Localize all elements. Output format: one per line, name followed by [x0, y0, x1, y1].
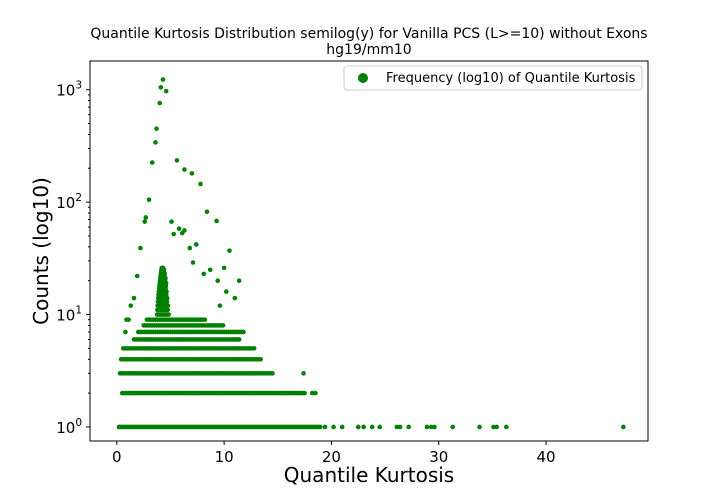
legend-box	[343, 65, 643, 91]
scatter-point	[154, 126, 159, 131]
scatter-point	[236, 278, 242, 283]
x-tick-label: 10	[215, 448, 234, 466]
scatter-point	[143, 215, 149, 220]
scatter-point	[214, 218, 219, 224]
scatter-point	[202, 317, 208, 322]
scatter-point	[241, 329, 246, 335]
scatter-point	[309, 390, 315, 396]
y-tick-label: 101	[56, 305, 82, 325]
scatter-point	[220, 323, 226, 328]
scatter-point	[165, 303, 171, 308]
scatter-point	[477, 424, 482, 430]
scatter-point	[227, 248, 232, 253]
y-axis-ticks: 100 101 102 103	[56, 80, 90, 437]
scatter-point	[450, 424, 456, 430]
scatter-point	[397, 424, 403, 430]
scatter-point	[169, 219, 174, 224]
scatter-point	[126, 317, 131, 322]
scatter-point	[217, 303, 223, 308]
scatter-point	[322, 424, 328, 430]
scatter-point	[166, 312, 171, 317]
scatter-point	[317, 424, 323, 430]
scatter-point	[236, 337, 242, 342]
legend-label: Frequency (log10) of Quantile Kurtosis	[386, 71, 636, 86]
scatter-point	[504, 424, 509, 430]
scatter-point	[491, 424, 496, 430]
scatter-point	[164, 299, 170, 305]
scatter-point	[138, 245, 143, 251]
scatter-point	[160, 77, 166, 82]
scatter-point	[158, 85, 164, 90]
scatter-point	[163, 88, 169, 94]
scatter-point	[160, 265, 166, 271]
scatter-point	[302, 390, 307, 396]
scatter-point	[123, 329, 128, 335]
scatter-point	[189, 171, 195, 176]
scatter-point	[270, 371, 275, 376]
y-tick-label: 103	[56, 80, 82, 100]
legend: Frequency (log10) of Quantile Kurtosis	[343, 65, 643, 91]
y-tick-label: 100	[56, 417, 82, 437]
x-tick-label: 20	[322, 448, 341, 466]
scatter-point	[187, 245, 193, 251]
scatter-point	[176, 226, 182, 232]
y-tick-label: 102	[56, 192, 82, 212]
scatter-point	[198, 181, 203, 187]
scatter-point	[394, 424, 400, 430]
scatter-point	[361, 424, 366, 430]
scatter-point	[179, 230, 185, 236]
x-tick-label: 0	[112, 448, 122, 466]
scatter-point	[207, 267, 213, 273]
scatter-point	[494, 424, 500, 430]
scatter-point	[165, 307, 170, 313]
x-tick-label: 30	[429, 448, 448, 466]
scatter-point	[428, 424, 434, 430]
scatter-point	[142, 219, 148, 224]
scatter-point	[251, 346, 257, 351]
scatter-point	[313, 390, 318, 396]
scatter-point	[331, 424, 336, 430]
chart-title-line2: hg19/mm10	[326, 42, 411, 58]
scatter-point	[149, 160, 155, 165]
x-tick-label: 40	[537, 448, 556, 466]
scatter-point	[171, 231, 176, 237]
scatter-point	[258, 356, 263, 362]
scatter-point	[621, 424, 626, 430]
scatter-point	[355, 424, 361, 430]
scatter-point	[190, 260, 196, 265]
scatter-point	[174, 158, 180, 163]
legend-marker	[358, 73, 368, 83]
chart-title-line1: Quantile Kurtosis Distribution semilog(y…	[90, 26, 647, 42]
scatter-point	[424, 424, 430, 430]
scatter-point	[232, 295, 238, 301]
scatter-point	[406, 424, 412, 430]
scatter-point	[377, 424, 383, 430]
scatter-point	[146, 197, 152, 203]
scatter-point	[223, 289, 229, 294]
scatter-point	[432, 424, 437, 430]
scatter-point	[131, 295, 137, 301]
scatter-point	[201, 271, 207, 277]
x-axis-label: Quantile Kurtosis	[284, 463, 454, 487]
scatter-point	[157, 100, 163, 106]
scatter-point	[128, 303, 134, 308]
scatter-point	[204, 209, 210, 215]
x-axis-ticks: 0 10 20 30 40	[112, 441, 556, 466]
scatter-point	[134, 273, 140, 279]
y-axis-label: Counts (log10)	[29, 177, 53, 325]
scatter-point	[369, 424, 375, 430]
scatter-point	[221, 265, 227, 271]
scatter-point	[182, 167, 187, 172]
plot-area-frame	[89, 60, 649, 442]
scatter-points	[116, 77, 626, 430]
scatter-point	[193, 242, 199, 247]
scatter-point	[301, 371, 306, 376]
scatter-point	[339, 424, 345, 430]
scatter-point	[153, 140, 158, 145]
scatter-point	[215, 278, 220, 283]
